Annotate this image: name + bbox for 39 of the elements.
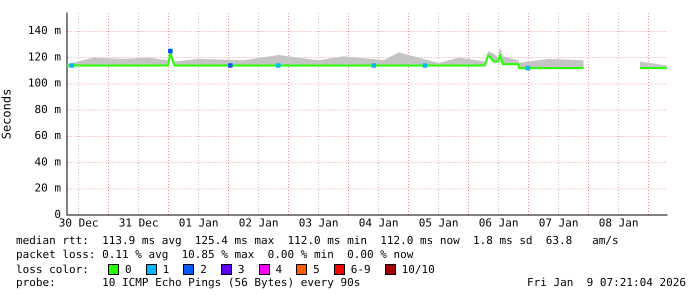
point (526, 66, 530, 70)
x-tick-label: 06 Jan (478, 216, 519, 230)
point (69, 63, 74, 68)
point (168, 48, 173, 54)
y-tick-label: 120 m (28, 50, 62, 64)
x-tick-label: 02 Jan (238, 216, 279, 230)
point (371, 63, 376, 68)
y-tick-label: 60 m (34, 129, 62, 142)
y-tick-label: 40 m (34, 155, 62, 168)
legend-label: 4 (276, 262, 282, 276)
y-axis-title: Seconds (0, 88, 14, 140)
y-tick-label: 100 m (28, 76, 62, 90)
y-tick-label: 20 m (34, 182, 62, 195)
x-tick-label: 30 Dec (58, 216, 99, 230)
point (228, 63, 233, 68)
legend-label: 2 (200, 262, 207, 276)
x-tick-label: 04 Jan (358, 216, 399, 230)
text: packet loss: 0.11 % avg 10.85 % max 0.00 % min 0.00 % now (16, 248, 414, 262)
text: probe: 10 ICMP Echo Pings (56 Bytes) every 90s (16, 276, 360, 290)
y-tick-label: 140 m (28, 24, 62, 38)
y-tick-label: 0 (54, 208, 61, 221)
x-tick-label: 01 Jan (178, 216, 219, 230)
point (276, 63, 281, 68)
x-tick-label: 07 Jan (538, 216, 579, 230)
point (422, 63, 428, 68)
y-tick-label: 80 m (34, 102, 62, 116)
x-tick-label: 05 Jan (418, 216, 459, 230)
legend-label: 5 (313, 262, 320, 276)
x-tick-label: 08 Jan (598, 216, 639, 230)
legend-title: loss color: (16, 262, 90, 276)
legend-label: 10/10 (402, 262, 435, 276)
legend-label: 0 (125, 262, 132, 276)
legend-label: 3 (238, 262, 244, 276)
x-tick-label: 03 Jan (298, 216, 339, 230)
text: median rtt: 113.9 ms avg 125.4 ms max 112.0 ms min 112.0 ms now 1.8 ms sd 63.8 am/s (16, 234, 620, 248)
x-tick-label: 31 Dec (118, 216, 159, 230)
legend-label: 6-9 (350, 262, 371, 276)
legend-label: 1 (162, 262, 170, 276)
text: Fri Jan 9 07:21:04 2026 (527, 276, 686, 290)
